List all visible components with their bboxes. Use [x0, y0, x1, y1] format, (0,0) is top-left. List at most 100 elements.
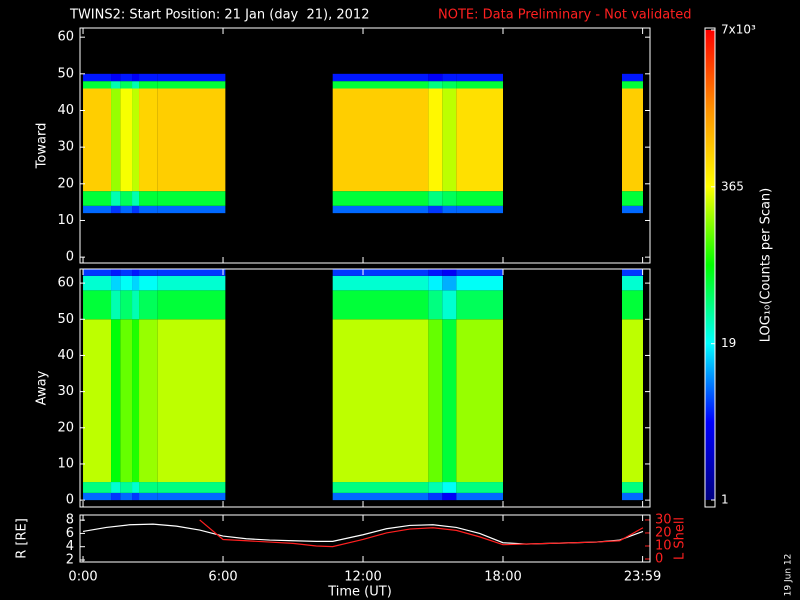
heatmap-cell — [442, 275, 457, 291]
heatmap-cell — [132, 191, 140, 206]
heatmap-cell — [332, 269, 429, 276]
heatmap-cell — [428, 275, 443, 291]
heatmap-cell — [442, 73, 457, 82]
heatmap-cell — [120, 205, 133, 214]
colorbar-tick-label: 365 — [721, 179, 744, 193]
heatmap-cell — [157, 191, 226, 206]
heatmap-cell — [139, 191, 158, 206]
heatmap-cell — [442, 319, 457, 483]
heatmap-cell — [622, 88, 644, 192]
heatmap-cell — [428, 290, 443, 320]
y-tick-label: 2 — [66, 553, 74, 568]
heatmap-cell — [83, 73, 112, 82]
x-tick-label: 18:00 — [484, 570, 521, 585]
heatmap-cell — [456, 88, 504, 192]
heatmap-cell — [83, 319, 112, 483]
heatmap-cell — [132, 482, 140, 493]
y-tick-label: 6 — [66, 526, 74, 541]
heatmap-cell — [456, 319, 504, 483]
title: TWINS2: Start Position: 21 Jan (day 21),… — [69, 8, 369, 23]
heatmap-cell — [83, 482, 112, 493]
heatmap-cell — [622, 275, 644, 291]
heatmap-cell — [456, 269, 504, 276]
heatmap-cell — [456, 275, 504, 291]
heatmap-cell — [83, 205, 112, 214]
heatmap-cell — [83, 81, 112, 89]
y2-tick-label: 0 — [655, 552, 663, 567]
heatmap-cell — [622, 269, 644, 276]
y-tick-label: 30 — [57, 384, 74, 399]
heatmap-cell — [132, 269, 140, 276]
heatmap-cell — [132, 205, 140, 214]
heatmap-cell — [442, 88, 457, 192]
y-tick-label: 60 — [57, 276, 74, 291]
heatmap-cell — [120, 269, 133, 276]
plot-area — [82, 519, 644, 548]
y-tick-label: 50 — [57, 312, 74, 327]
heatmap-cell — [456, 81, 504, 89]
heatmap-cell — [139, 81, 158, 89]
x-tick-label: 0:00 — [68, 570, 97, 585]
heatmap-cell — [442, 482, 457, 493]
axis-frame — [79, 514, 651, 563]
colorbar-tick-label: 1 — [721, 493, 729, 507]
heatmap-cell — [132, 290, 140, 320]
colorbar — [705, 30, 715, 500]
y-axis-label: Toward — [35, 123, 50, 170]
heatmap-cell — [622, 205, 644, 214]
axis-frame — [79, 27, 651, 264]
heatmap-cell — [111, 275, 121, 291]
colorbar-label: LOG₁₀(Counts per Scan) — [759, 188, 774, 343]
heatmap-cell — [120, 81, 133, 89]
heatmap-cell — [332, 492, 429, 501]
heatmap-cell — [83, 88, 112, 192]
heatmap-cell — [456, 73, 504, 82]
heatmap-cell — [139, 492, 158, 501]
heatmap-cell — [83, 275, 112, 291]
heatmap-cell — [332, 482, 429, 493]
heatmap-cell — [157, 319, 226, 483]
heatmap-cell — [428, 191, 443, 206]
heatmap-cell — [132, 492, 140, 501]
y2-tick-label: 30 — [655, 512, 672, 527]
heatmap-cell — [120, 319, 133, 483]
heatmap-cell — [132, 319, 140, 483]
heatmap-cell — [139, 290, 158, 320]
heatmap-cell — [428, 81, 443, 89]
heatmap-cell — [442, 205, 457, 214]
heatmap-cell — [332, 88, 429, 192]
heatmap-cell — [428, 205, 443, 214]
heatmap-cell — [83, 290, 112, 320]
heatmap-cell — [132, 275, 140, 291]
heatmap-cell — [83, 191, 112, 206]
heatmap-cell — [622, 191, 644, 206]
heatmap-cell — [157, 275, 226, 291]
heatmap-cell — [442, 191, 457, 206]
y-axis-label: R [RE] — [15, 518, 30, 559]
heatmap-cell — [456, 205, 504, 214]
heatmap-cell — [442, 269, 457, 276]
heatmap-cell — [132, 73, 140, 82]
heatmap-cell — [139, 88, 158, 192]
y-axis-label: Away — [35, 370, 50, 405]
heatmap-cell — [83, 269, 112, 276]
plot-area — [83, 269, 644, 501]
heatmap-cell — [120, 88, 133, 192]
y-tick-label: 4 — [66, 539, 74, 554]
heatmap-cell — [332, 290, 429, 320]
heatmap-cell — [428, 73, 443, 82]
heatmap-cell — [332, 319, 429, 483]
heatmap-cell — [120, 492, 133, 501]
heatmap-cell — [111, 73, 121, 82]
y-tick-label: 60 — [57, 30, 74, 45]
heatmap-cell — [622, 81, 644, 89]
heatmap-cell — [111, 191, 121, 206]
y-tick-label: 30 — [57, 140, 74, 155]
heatmap-cell — [157, 205, 226, 214]
heatmap-cell — [157, 492, 226, 501]
heatmap-cell — [157, 290, 226, 320]
y-tick-label: 10 — [57, 213, 74, 228]
note: NOTE: Data Preliminary - Not validated — [438, 8, 692, 23]
heatmap-cell — [139, 73, 158, 82]
heatmap-cell — [139, 275, 158, 291]
